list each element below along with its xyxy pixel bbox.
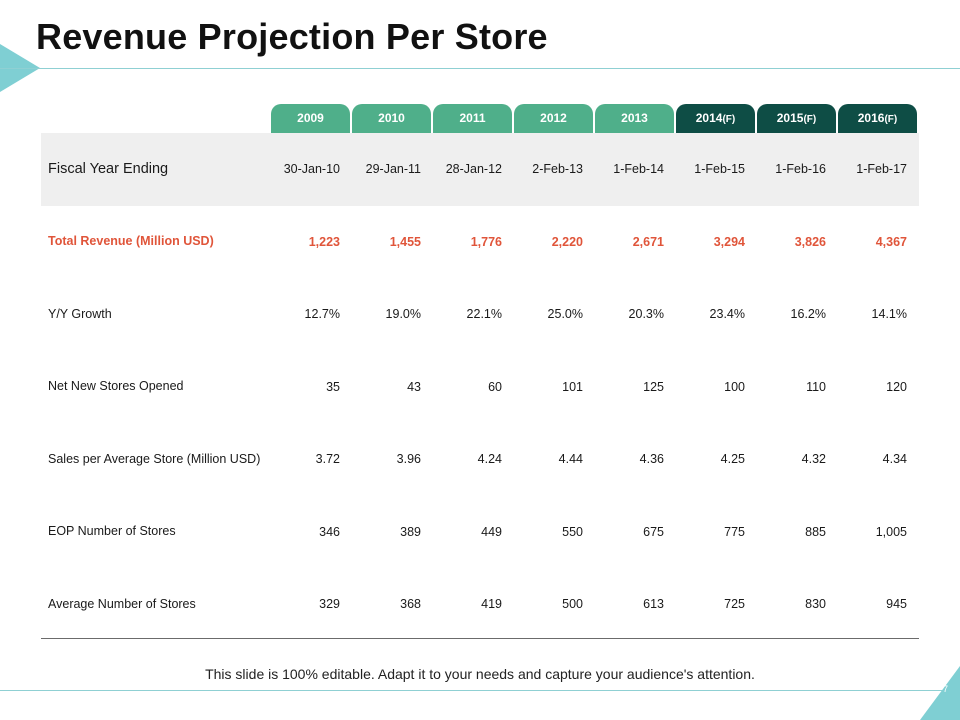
footer-note: This slide is 100% editable. Adapt it to… xyxy=(205,666,755,682)
table-cell: 775 xyxy=(724,524,745,539)
table-row-total-revenue: Total Revenue (Million USD) 1,223 1,455 … xyxy=(41,206,919,279)
row-label: Net New Stores Opened xyxy=(48,379,184,394)
table-cell: 23.4% xyxy=(709,307,745,322)
revenue-table: Fiscal Year Ending 30-Jan-10 29-Jan-11 2… xyxy=(41,133,919,641)
table-cell: 2-Feb-13 xyxy=(532,162,583,177)
table-cell: 368 xyxy=(400,597,421,612)
table-cell: 885 xyxy=(805,524,826,539)
table-cell: 2,220 xyxy=(551,234,583,249)
table-cell: 25.0% xyxy=(547,307,583,322)
table-cell: 14.1% xyxy=(871,307,907,322)
year-tab-2009: 2009 xyxy=(271,104,350,133)
table-cell: 60 xyxy=(488,379,502,394)
table-cell: 110 xyxy=(806,379,826,394)
table-cell: 100 xyxy=(724,379,745,394)
table-cell: 28-Jan-12 xyxy=(445,162,502,177)
table-cell: 4.25 xyxy=(720,452,745,467)
table-cell: 1,005 xyxy=(875,524,907,539)
table-cell: 101 xyxy=(562,379,583,394)
table-cell: 1-Feb-14 xyxy=(613,162,664,177)
table-cell: 3,826 xyxy=(794,234,826,249)
row-label: EOP Number of Stores xyxy=(48,524,176,539)
table-cell: 3.72 xyxy=(315,452,340,467)
year-tab-2011: 2011 xyxy=(433,104,512,133)
year-tab-2015: 2015(F) xyxy=(757,104,836,133)
table-row-yy-growth: Y/Y Growth 12.7% 19.0% 22.1% 25.0% 20.3%… xyxy=(41,278,919,351)
table-bottom-rule xyxy=(41,638,919,639)
year-tab-2012: 2012 xyxy=(514,104,593,133)
table-cell: 3.96 xyxy=(396,452,421,467)
table-cell: 16.2% xyxy=(790,307,826,322)
table-row-eop-stores: EOP Number of Stores 346 389 449 550 675… xyxy=(41,496,919,569)
table-cell: 20.3% xyxy=(628,307,664,322)
table-cell: 1-Feb-16 xyxy=(775,162,826,177)
table-cell: 4,367 xyxy=(875,234,907,249)
table-cell: 449 xyxy=(481,524,502,539)
table-cell: 2,671 xyxy=(632,234,664,249)
year-tab-2010: 2010 xyxy=(352,104,431,133)
slide-title: Revenue Projection Per Store xyxy=(36,16,548,57)
table-cell: 550 xyxy=(562,524,583,539)
table-cell: 1,455 xyxy=(389,234,421,249)
row-label: Y/Y Growth xyxy=(48,306,112,321)
table-cell: 4.24 xyxy=(477,452,502,467)
table-cell: 22.1% xyxy=(466,307,502,322)
year-tab-2014: 2014(F) xyxy=(676,104,755,133)
row-label: Sales per Average Store (Million USD) xyxy=(48,451,261,466)
table-row-average-stores: Average Number of Stores 329 368 419 500… xyxy=(41,568,919,641)
table-cell: 4.32 xyxy=(801,452,826,467)
table-cell: 120 xyxy=(886,379,907,394)
table-cell: 12.7% xyxy=(304,307,340,322)
page-number: 7 xyxy=(942,684,948,694)
table-cell: 1,776 xyxy=(470,234,502,249)
table-cell: 675 xyxy=(643,524,664,539)
table-cell: 4.36 xyxy=(639,452,664,467)
row-label: Fiscal Year Ending xyxy=(48,160,169,177)
table-cell: 945 xyxy=(886,597,907,612)
table-cell: 329 xyxy=(319,597,340,612)
year-tab-2013: 2013 xyxy=(595,104,674,133)
table-row-fiscal-year-ending: Fiscal Year Ending 30-Jan-10 29-Jan-11 2… xyxy=(41,133,919,206)
table-cell: 35 xyxy=(326,379,340,394)
table-row-sales-per-store: Sales per Average Store (Million USD) 3.… xyxy=(41,423,919,496)
table-cell: 346 xyxy=(319,524,340,539)
table-cell: 389 xyxy=(400,524,421,539)
footer-divider xyxy=(0,690,960,691)
table-cell: 4.34 xyxy=(882,452,907,467)
table-cell: 500 xyxy=(562,597,583,612)
corner-accent-triangle xyxy=(920,666,960,720)
row-label: Total Revenue (Million USD) xyxy=(48,234,214,249)
table-cell: 30-Jan-10 xyxy=(283,162,340,177)
table-cell: 830 xyxy=(805,597,826,612)
title-divider xyxy=(0,68,960,69)
table-cell: 43 xyxy=(407,379,421,394)
table-cell: 1-Feb-15 xyxy=(694,162,745,177)
table-cell: 1,223 xyxy=(308,234,340,249)
table-cell: 19.0% xyxy=(385,307,421,322)
table-cell: 3,294 xyxy=(713,234,745,249)
table-row-net-new-stores: Net New Stores Opened 35 43 60 101 125 1… xyxy=(41,351,919,424)
table-cell: 4.44 xyxy=(558,452,583,467)
table-cell: 725 xyxy=(724,597,745,612)
table-cell: 1-Feb-17 xyxy=(856,162,907,177)
table-cell: 125 xyxy=(643,379,664,394)
table-cell: 419 xyxy=(481,597,502,612)
row-label: Average Number of Stores xyxy=(48,596,196,611)
table-cell: 613 xyxy=(643,597,664,612)
year-tab-2016: 2016(F) xyxy=(838,104,917,133)
table-cell: 29-Jan-11 xyxy=(365,162,421,177)
